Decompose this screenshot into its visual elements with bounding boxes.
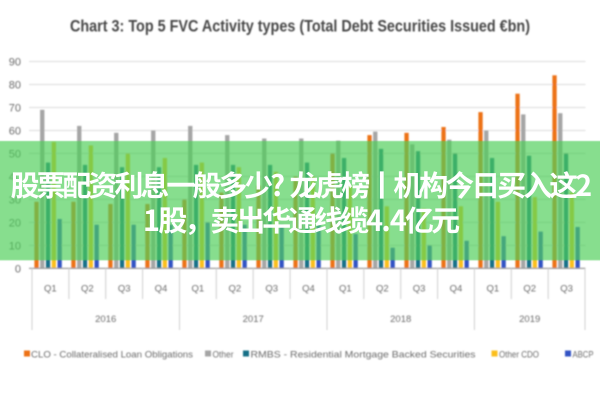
svg-text:70: 70: [9, 102, 21, 114]
svg-text:80: 80: [9, 79, 21, 91]
svg-text:Q4: Q4: [155, 284, 168, 295]
svg-text:Q2: Q2: [228, 284, 241, 295]
svg-text:90: 90: [9, 56, 21, 68]
svg-text:Other: Other: [213, 350, 234, 360]
svg-text:RMBS - Residential Mortgage Ba: RMBS - Residential Mortgage Backed Secur…: [251, 350, 477, 360]
svg-text:0: 0: [15, 263, 21, 275]
svg-text:CLO - Collateralised Loan Obli: CLO - Collateralised Loan Obligations: [31, 350, 194, 360]
svg-text:Q2: Q2: [81, 284, 94, 295]
svg-text:Q2: Q2: [376, 284, 389, 295]
svg-text:Q3: Q3: [118, 284, 131, 295]
svg-text:Q4: Q4: [450, 284, 463, 295]
svg-text:2017: 2017: [243, 314, 264, 325]
svg-text:Q4: Q4: [302, 284, 315, 295]
svg-text:Q1: Q1: [192, 284, 205, 295]
svg-text:Q3: Q3: [413, 284, 426, 295]
svg-text:Q3: Q3: [265, 284, 278, 295]
svg-text:Q1: Q1: [44, 284, 57, 295]
svg-text:2018: 2018: [390, 314, 411, 325]
svg-text:Q1: Q1: [339, 284, 352, 295]
svg-text:60: 60: [9, 125, 21, 137]
svg-text:2019: 2019: [519, 314, 540, 325]
svg-text:Q2: Q2: [523, 284, 536, 295]
svg-text:Other CDO: Other CDO: [499, 350, 539, 360]
svg-text:ABCP: ABCP: [573, 350, 594, 360]
svg-text:Q1: Q1: [487, 284, 500, 295]
svg-text:Q3: Q3: [560, 284, 573, 295]
svg-text:Chart 3: Top 5 FVC Activity ty: Chart 3: Top 5 FVC Activity types (Total…: [70, 17, 530, 36]
svg-text:2016: 2016: [95, 314, 116, 325]
